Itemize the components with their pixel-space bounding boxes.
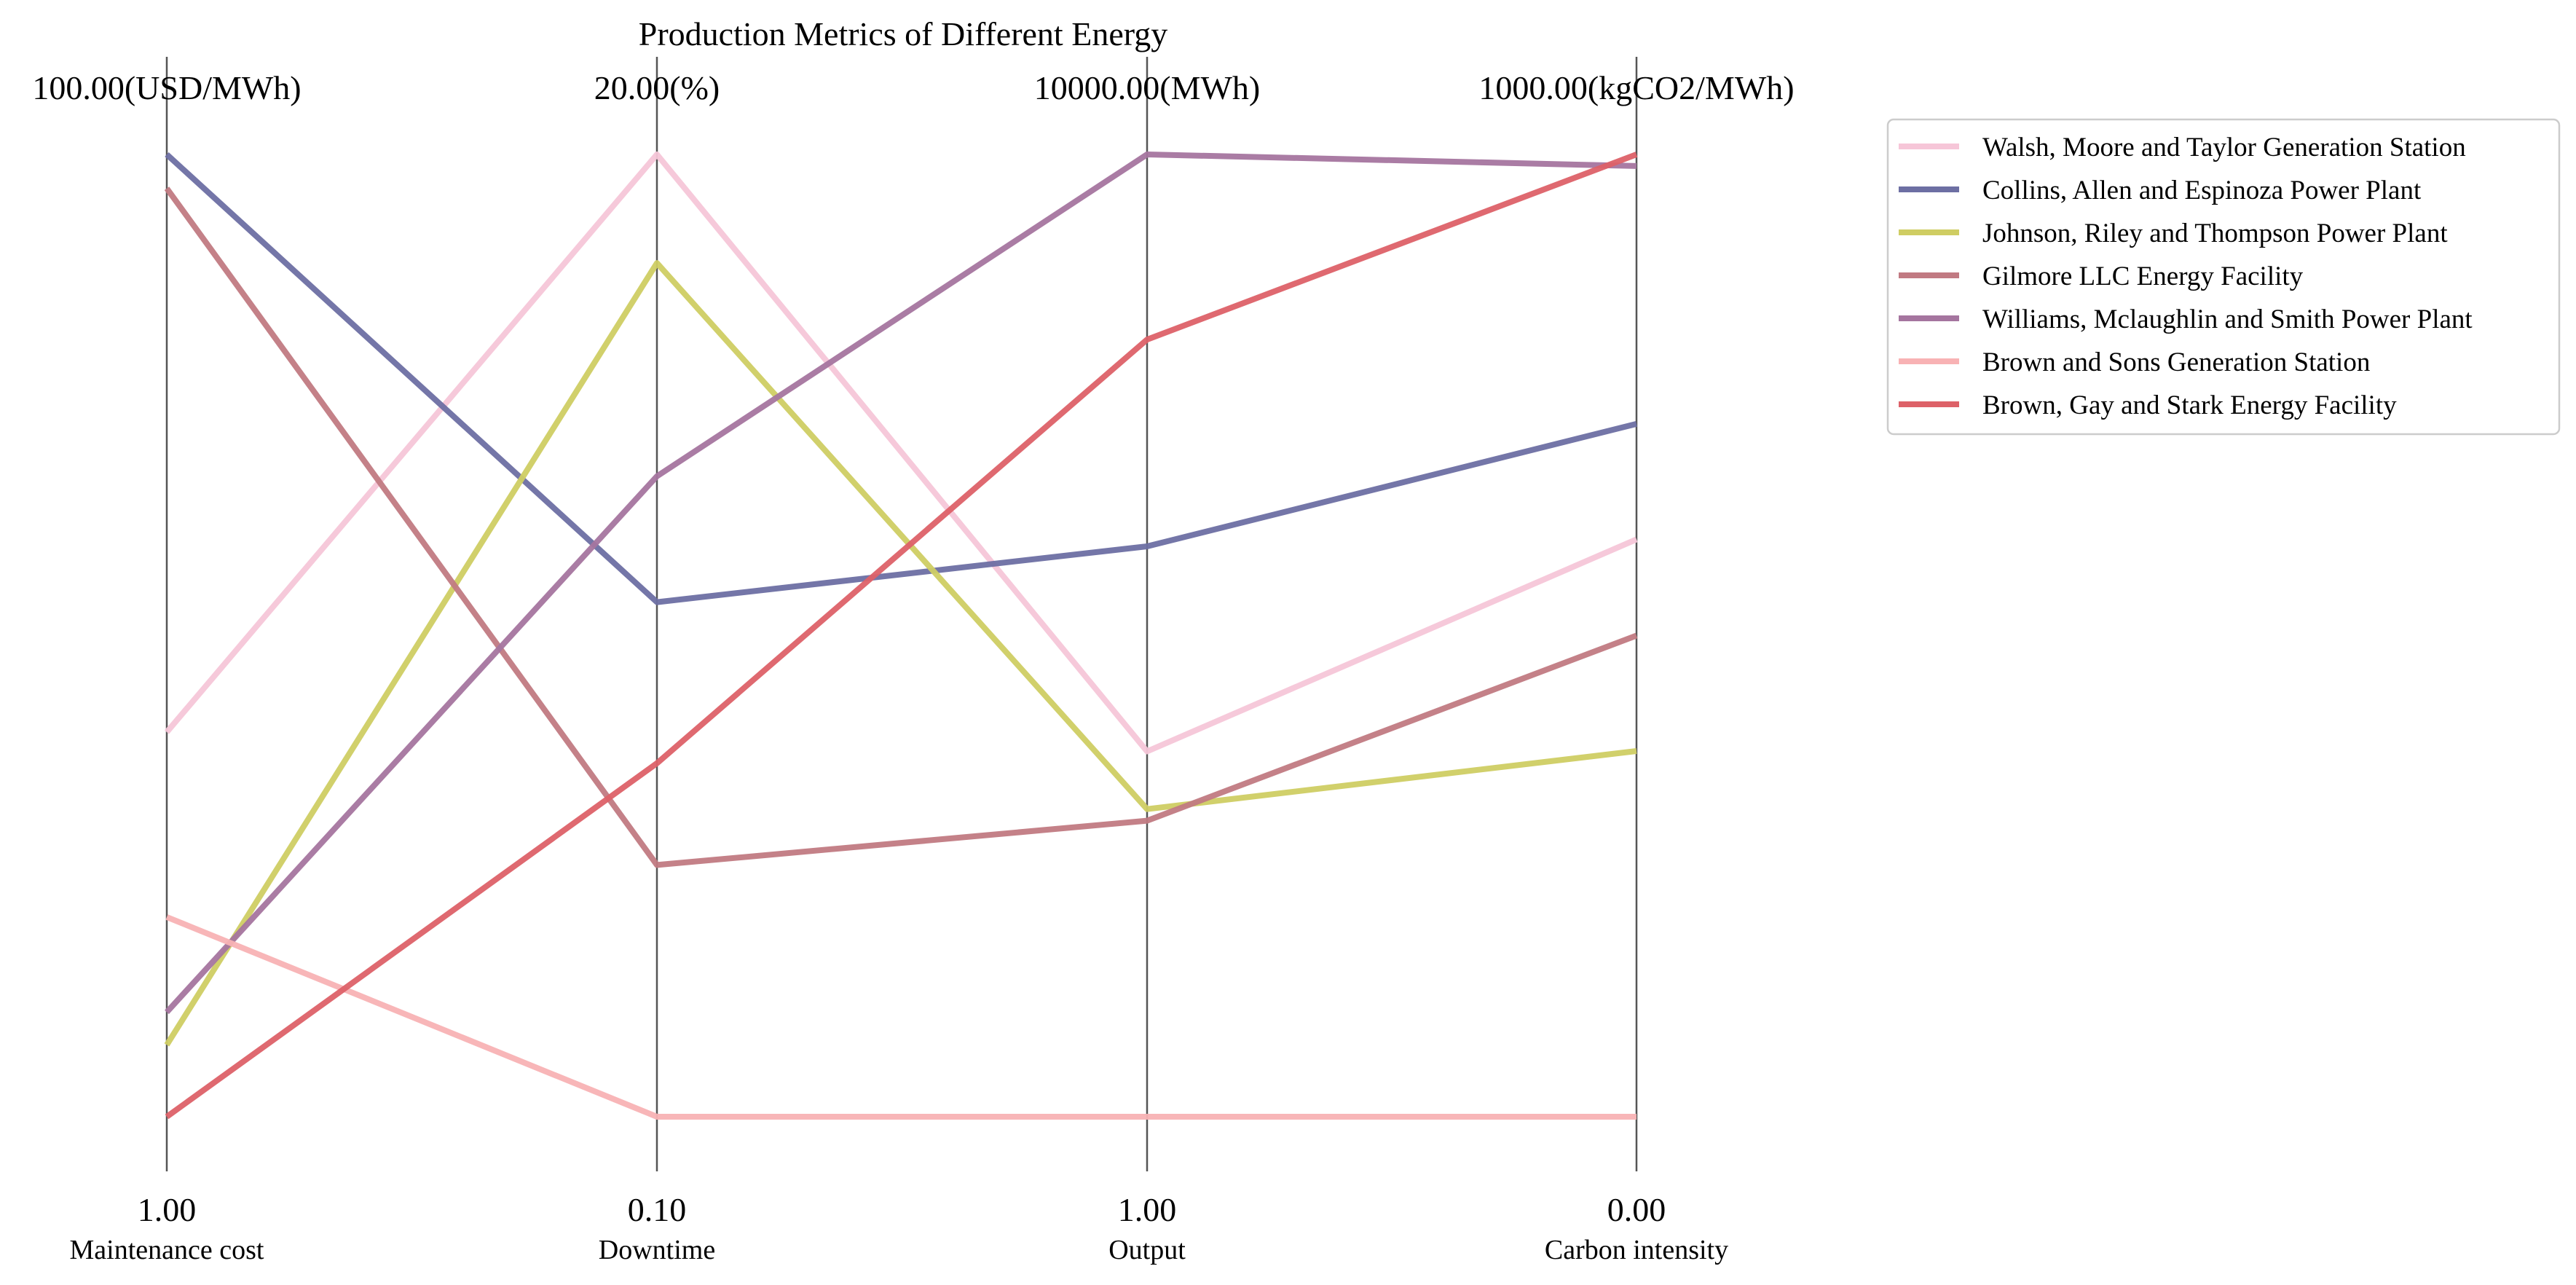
legend-label: Collins, Allen and Espinoza Power Plant <box>1982 176 2422 205</box>
series-line <box>164 260 1637 1047</box>
axis-name-label: Output <box>1108 1235 1186 1265</box>
series-line <box>165 152 1638 1120</box>
legend-label: Brown, Gay and Stark Energy Facility <box>1982 390 2397 420</box>
legend-label: Brown and Sons Generation Station <box>1982 347 2370 377</box>
axis-bottom-label: 1.00 <box>138 1191 197 1228</box>
axis-bottom-label: 0.10 <box>628 1191 687 1228</box>
axis-top-label: 1000.00(kgCO2/MWh) <box>1478 69 1794 106</box>
legend-box <box>1886 118 2561 436</box>
series-layer <box>164 152 1638 1120</box>
legend: Walsh, Moore and Taylor Generation Stati… <box>1886 118 2561 436</box>
legend-items: Walsh, Moore and Taylor Generation Stati… <box>1899 133 2473 420</box>
axis-top-label: 20.00(%) <box>594 69 720 106</box>
chart-title: Production Metrics of Different Energy <box>639 15 1167 52</box>
series-line <box>164 152 1638 755</box>
axis-top-label: 100.00(USD/MWh) <box>32 69 301 106</box>
axis-name-label: Maintenance cost <box>70 1235 264 1265</box>
axis-name-label: Carbon intensity <box>1545 1235 1728 1265</box>
series-line <box>165 152 1637 605</box>
axis-bottom-label: 0.00 <box>1607 1191 1666 1228</box>
legend-label: Williams, Mclaughlin and Smith Power Pla… <box>1982 304 2473 334</box>
axis-bottom-label: 1.00 <box>1118 1191 1177 1228</box>
series-line <box>165 914 1636 1120</box>
axes-layer: 100.00(USD/MWh) 1.00 Maintenance cost 20.00… <box>32 57 1795 1265</box>
legend-label: Johnson, Riley and Thompson Power Plant <box>1982 219 2448 248</box>
series-line <box>164 186 1638 868</box>
axis-name-label: Downtime <box>599 1235 715 1265</box>
series-line <box>165 152 1637 1015</box>
legend-label: Walsh, Moore and Taylor Generation Stati… <box>1982 133 2466 162</box>
axis-top-label: 10000.00(MWh) <box>1034 69 1260 106</box>
legend-label: Gilmore LLC Energy Facility <box>1982 262 2304 291</box>
